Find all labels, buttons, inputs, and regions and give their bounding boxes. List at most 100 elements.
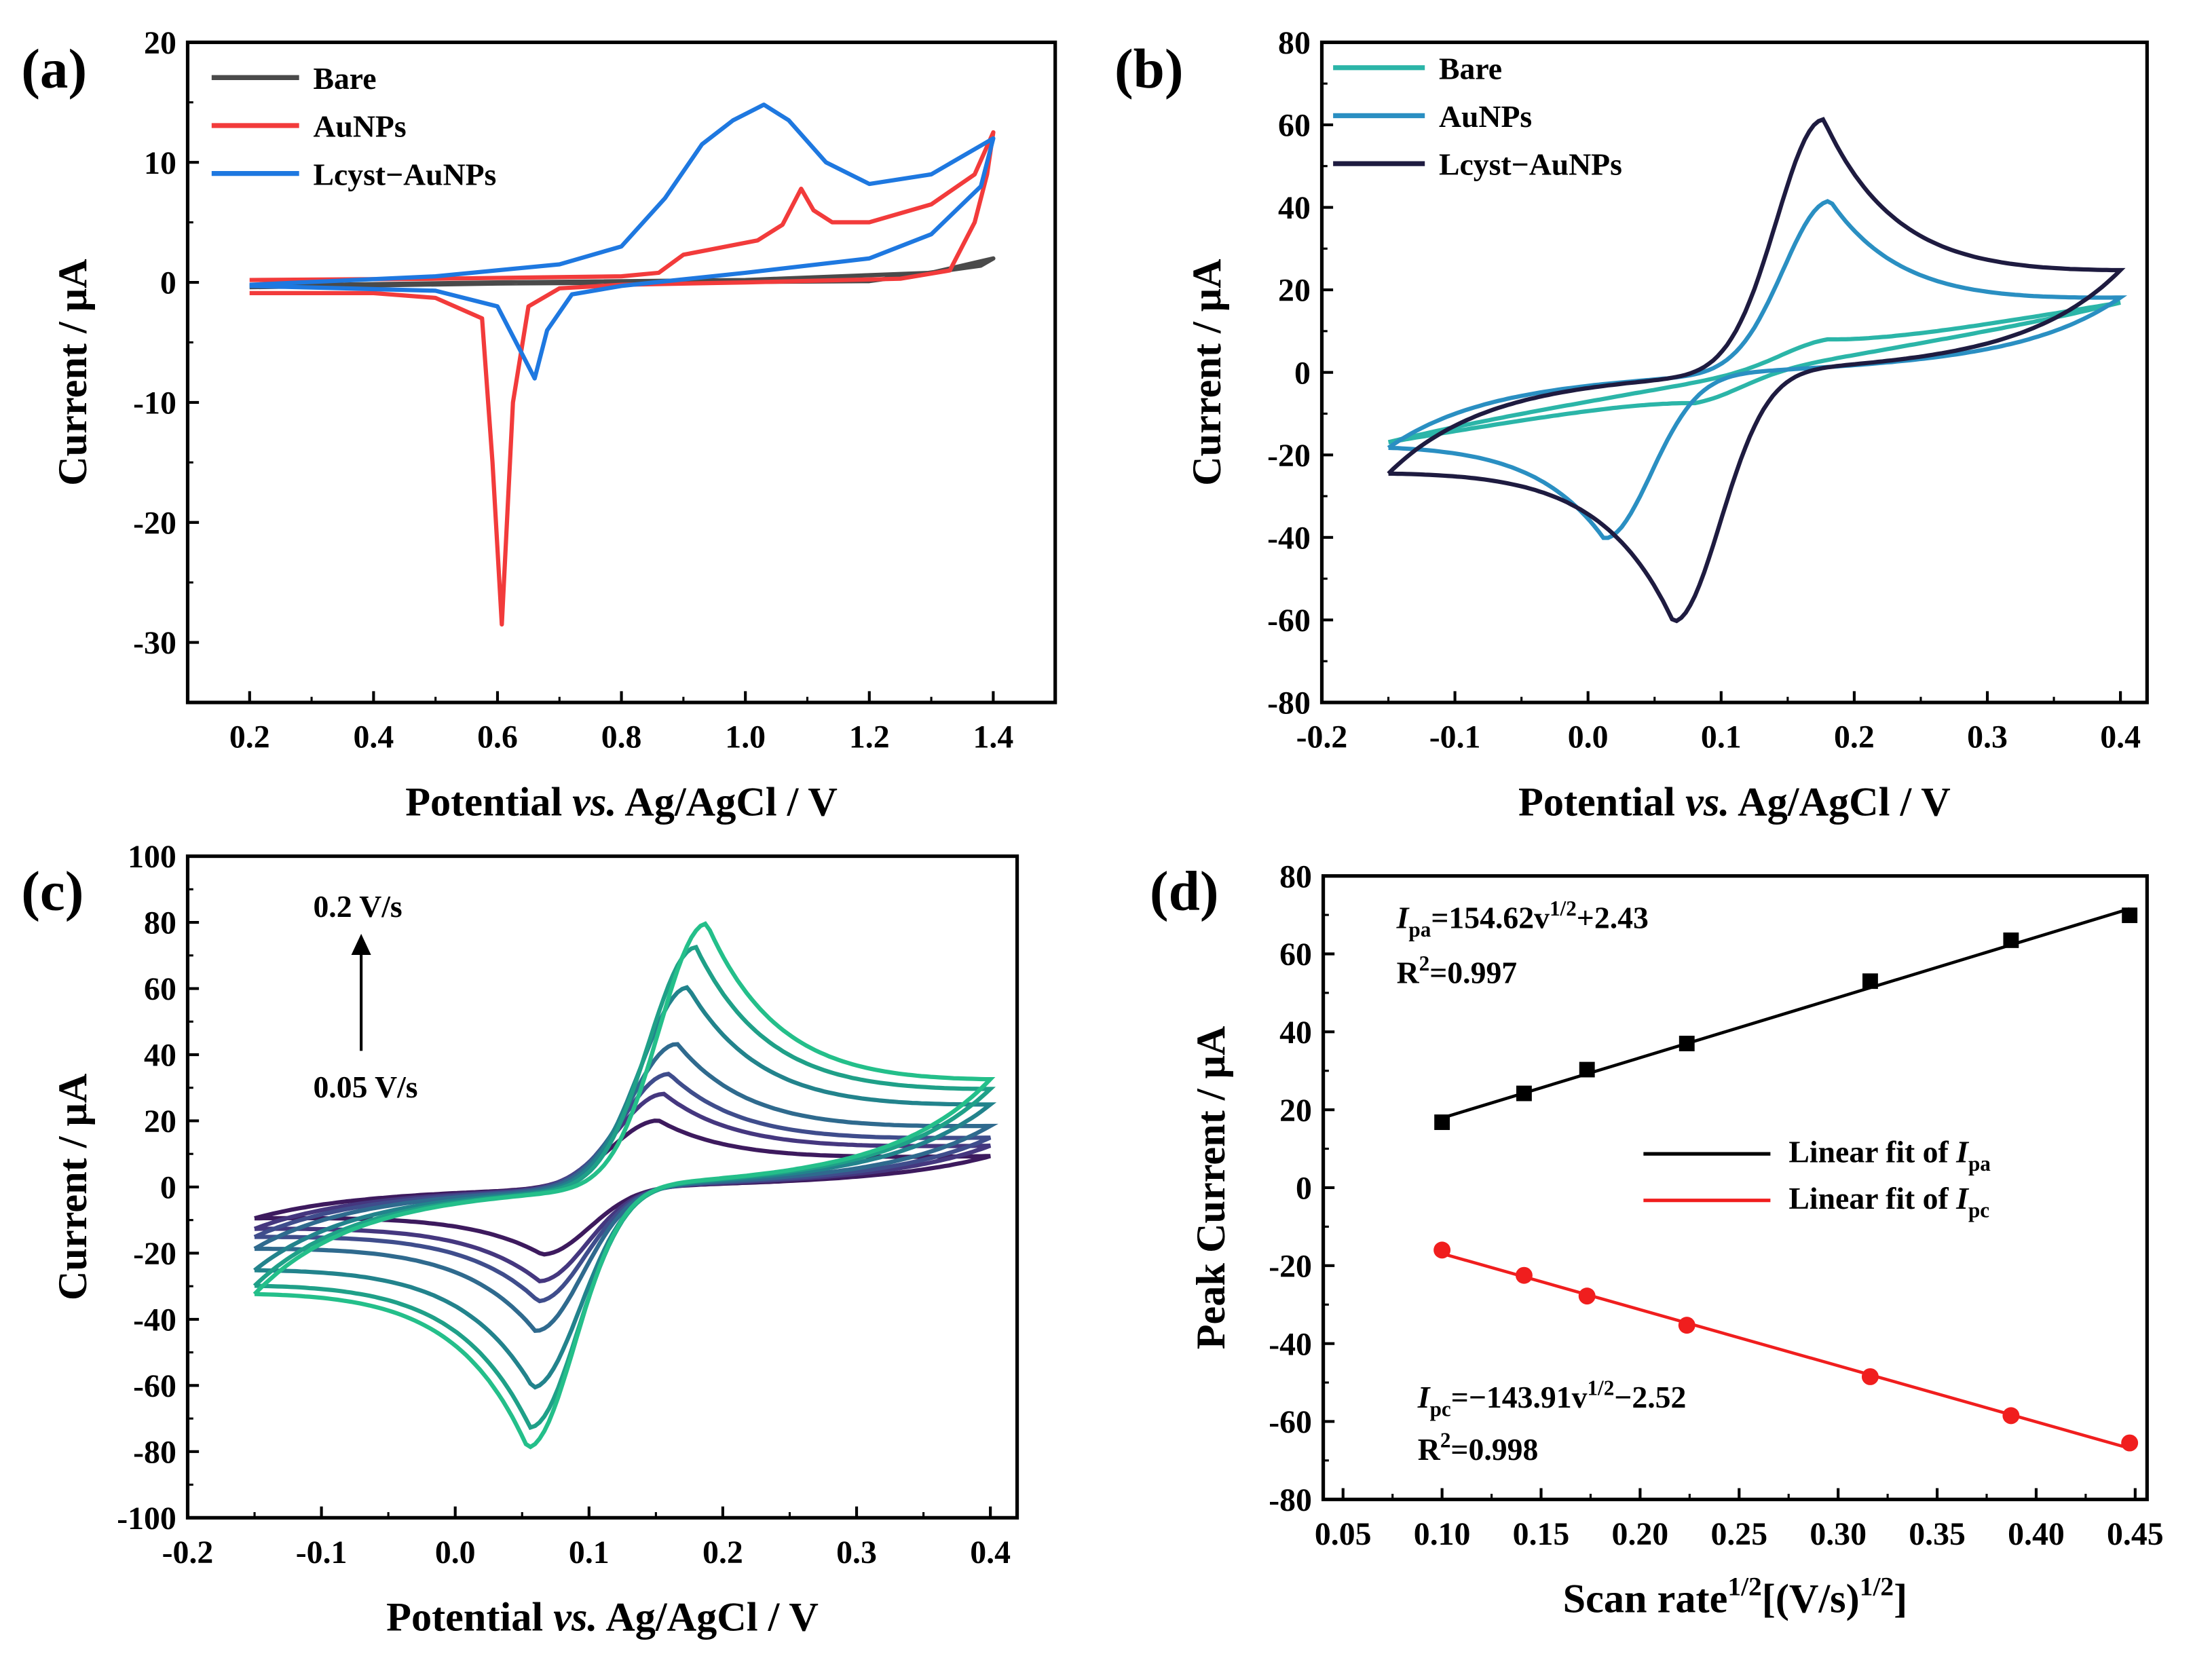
text-part: I <box>1417 1380 1431 1414</box>
x-tick-label: 1.0 <box>725 719 766 755</box>
data-point <box>1433 1241 1451 1259</box>
series-line-0 <box>254 1118 991 1257</box>
text-part: 1/2 <box>1587 1376 1614 1400</box>
x-tick-label: -0.1 <box>296 1535 348 1570</box>
y-tick-label: 10 <box>144 145 176 181</box>
text-part: Potential <box>1518 779 1685 825</box>
y-tick-label: 60 <box>1278 108 1311 144</box>
y-tick-label: 100 <box>128 839 176 875</box>
panel-label: (a) <box>21 37 87 100</box>
plot-frame <box>185 854 1019 1520</box>
y-tick-label: -40 <box>1269 1326 1312 1362</box>
y-tick-label: -80 <box>133 1434 176 1470</box>
text-part: vs. <box>553 1595 597 1640</box>
x-tick-label: 0.3 <box>836 1535 877 1570</box>
x-tick-label: 0.2 <box>702 1535 743 1570</box>
x-tick-label: -0.2 <box>1296 719 1348 755</box>
text-part: =0.997 <box>1429 956 1517 990</box>
text-part: pa <box>1968 1152 1991 1175</box>
series-line-5 <box>252 944 996 1431</box>
series-line-0 <box>1387 300 2121 445</box>
y-tick-label: -20 <box>133 505 176 541</box>
x-tick-label: -0.2 <box>162 1535 214 1570</box>
text-part: Linear fit of <box>1788 1135 1956 1169</box>
panel-c: (c) -0.2 -0.1 0.0 0.1 0.2 0.3 0.4 -100 -80 -60 -40 -… <box>21 839 1019 1640</box>
series-line-2 <box>249 102 996 381</box>
x-tick-label: 0.0 <box>435 1535 476 1570</box>
r-squared: R2=0.997 <box>1397 952 1518 990</box>
legend-label: Lcyst−AuNPs <box>313 157 496 191</box>
series-line-2 <box>1387 117 2126 624</box>
fit-line-Ipa <box>1441 907 2131 1120</box>
data-point <box>1579 1061 1595 1078</box>
x-tick-label: 0.4 <box>970 1535 1011 1570</box>
data-point <box>1515 1266 1533 1284</box>
x-tick-label: -0.1 <box>1429 719 1481 755</box>
y-tick-label: -80 <box>1267 685 1311 721</box>
x-tick-label: 0.2 <box>229 719 270 755</box>
y-tick-label: -60 <box>133 1368 176 1404</box>
x-tick-label: 0.15 <box>1513 1516 1570 1552</box>
y-tick-label: 40 <box>1279 1015 1312 1051</box>
data-point <box>1861 1368 1879 1385</box>
legend-label: Bare <box>1439 51 1502 86</box>
panel-label: (c) <box>21 860 83 922</box>
y-tick-label: -40 <box>133 1302 176 1338</box>
x-tick-label: 0.45 <box>2107 1516 2164 1552</box>
legend-label: Linear fit of Ipc <box>1788 1181 1989 1222</box>
x-axis-label: Potential vs. Ag/AgCl / V <box>386 1595 819 1640</box>
text-part: pa <box>1408 918 1431 941</box>
data-point <box>1862 973 1878 990</box>
panel-b: (b) -0.2 -0.1 0.0 0.1 0.2 0.3 0.4 -80 -60 -40 -20 0 2… <box>1114 25 2149 825</box>
y-tick-label: -10 <box>133 385 176 421</box>
text-part: pc <box>1968 1199 1989 1222</box>
annotation-bottom: 0.05 V/s <box>313 1070 417 1104</box>
panel-label: (b) <box>1114 37 1184 100</box>
legend-label: Lcyst−AuNPs <box>1439 147 1622 182</box>
x-axis-label: Scan rate1/2[(V/s)1/2] <box>1563 1572 1908 1622</box>
y-tick-label: 0 <box>1296 1171 1312 1207</box>
panel-d: (d) 0.05 0.10 0.15 0.20 0.25 0.30 0.35 0.40 0.45 -… <box>1150 859 2164 1621</box>
x-tick-label: 0.35 <box>1909 1516 1966 1552</box>
y-tick-label: 60 <box>144 971 176 1007</box>
text-part: =−143.91v <box>1451 1380 1588 1414</box>
data-point <box>2122 907 2138 924</box>
text-part: 1/2 <box>1860 1572 1894 1602</box>
data-point <box>2002 1407 2020 1425</box>
text-part: R <box>1418 1432 1441 1467</box>
text-part: R <box>1397 956 1420 990</box>
y-tick-label: 80 <box>1279 859 1312 895</box>
text-part: I <box>1955 1181 1970 1216</box>
y-tick-label: -60 <box>1269 1404 1312 1440</box>
y-tick-label: 60 <box>1279 937 1312 973</box>
x-tick-label: 0.0 <box>1568 719 1609 755</box>
panel-label: (d) <box>1150 860 1219 922</box>
data-point <box>1679 1036 1695 1051</box>
y-tick-label: 20 <box>1278 273 1311 309</box>
x-tick-label: 0.2 <box>1834 719 1875 755</box>
data-point <box>1578 1287 1596 1305</box>
x-tick-label: 0.4 <box>2100 719 2141 755</box>
y-tick-label: -20 <box>1267 438 1311 474</box>
r-squared: R2=0.998 <box>1418 1428 1539 1467</box>
text-part: −2.52 <box>1614 1380 1686 1414</box>
x-tick-label: 0.10 <box>1414 1516 1471 1552</box>
data-point <box>1516 1085 1532 1102</box>
data-point <box>2003 932 2019 948</box>
y-tick-label: -100 <box>117 1501 176 1537</box>
y-tick-label: -20 <box>133 1236 176 1272</box>
y-tick-label: -40 <box>1267 520 1311 556</box>
text-part: Ag/AgCl / V <box>598 1595 819 1640</box>
x-tick-label: 0.30 <box>1810 1516 1867 1552</box>
text-part: I <box>1955 1135 1970 1169</box>
text-part: 1/2 <box>1727 1572 1761 1602</box>
y-tick-label: 0 <box>160 1170 176 1206</box>
legend-label: Bare <box>313 61 376 96</box>
annotation-top: 0.2 V/s <box>313 889 402 924</box>
x-axis-label: Potential vs. Ag/AgCl / V <box>1518 779 1951 825</box>
x-tick-label: 0.40 <box>2008 1516 2065 1552</box>
arrow-head-icon <box>351 933 371 956</box>
x-tick-label: 1.2 <box>849 719 890 755</box>
text-part: Potential <box>386 1595 553 1640</box>
text-part: 1/2 <box>1550 897 1577 920</box>
